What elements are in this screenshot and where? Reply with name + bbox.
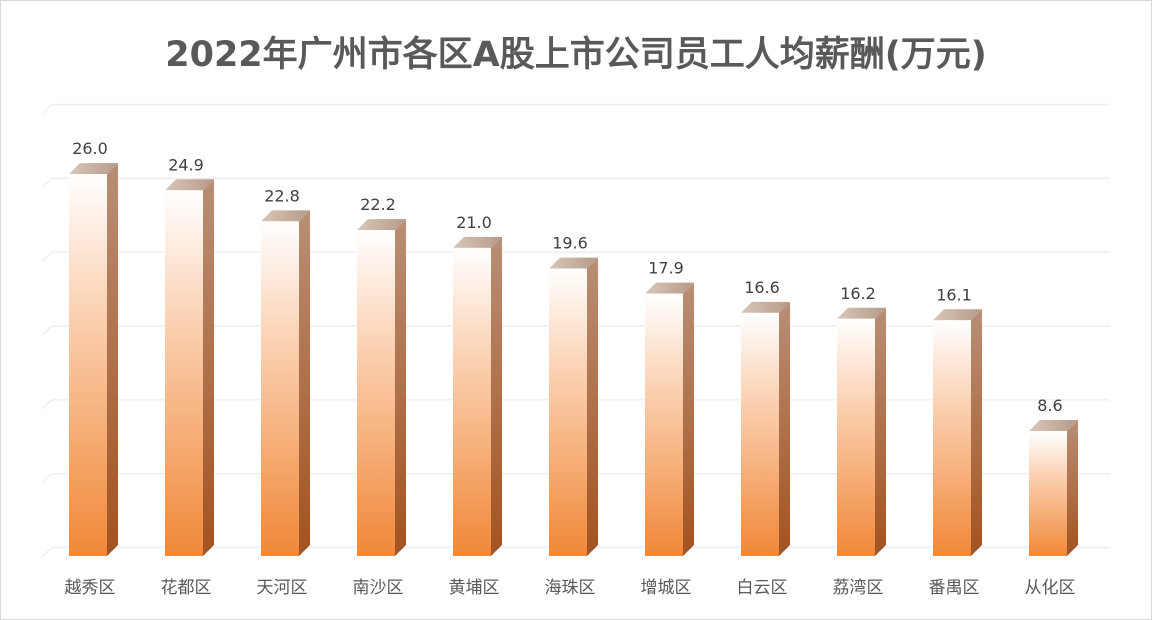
bar-side — [779, 301, 790, 556]
bar-front — [933, 320, 971, 556]
bar-side — [491, 236, 502, 556]
bar-5 — [549, 257, 598, 556]
bar-top — [549, 257, 598, 269]
bar-9 — [933, 309, 982, 556]
data-label: 22.2 — [360, 195, 396, 214]
bar-side — [203, 179, 214, 556]
bar-3 — [357, 219, 406, 556]
bars — [69, 163, 1078, 557]
bar-1 — [165, 179, 214, 556]
bar-front — [165, 190, 203, 556]
bar-front — [261, 221, 299, 556]
chart-title: 2022年广州市各区A股上市公司员工人均薪酬(万元) — [165, 35, 987, 75]
data-label: 22.8 — [264, 186, 300, 205]
bar-side — [107, 163, 118, 557]
category-label: 荔湾区 — [833, 578, 884, 598]
bar-10 — [1029, 420, 1078, 556]
data-label: 26.0 — [72, 139, 108, 158]
bar-front — [741, 312, 779, 556]
bar-front — [1029, 431, 1067, 556]
bar-7 — [741, 301, 790, 556]
data-label: 21.0 — [456, 213, 492, 232]
bar-top — [453, 236, 502, 248]
data-label: 17.9 — [648, 259, 684, 278]
bar-top — [261, 210, 310, 222]
bar-4 — [453, 236, 502, 556]
category-label: 白云区 — [737, 578, 788, 598]
bar-top — [741, 301, 790, 313]
bar-top — [165, 179, 214, 191]
bar-side — [875, 307, 886, 556]
bar-top — [933, 309, 982, 321]
bar-front — [549, 268, 587, 556]
data-labels: 26.0 24.9 22.8 22.2 21.0 19.6 17.9 16.6 16.2 16.1… — [72, 139, 1063, 415]
bar-front — [837, 318, 875, 556]
category-label: 增城区 — [641, 578, 692, 598]
category-label: 从化区 — [1025, 578, 1076, 598]
category-label: 越秀区 — [65, 578, 116, 598]
bar-side — [299, 210, 310, 556]
category-label: 花都区 — [161, 578, 212, 598]
data-label: 16.2 — [840, 284, 876, 303]
bar-top — [357, 219, 406, 231]
data-label: 16.6 — [744, 278, 780, 297]
bar-front — [645, 293, 683, 556]
data-label: 8.6 — [1037, 396, 1062, 415]
bar-front — [357, 230, 395, 556]
bar-0 — [69, 163, 118, 557]
data-label: 19.6 — [552, 234, 588, 253]
bar-8 — [837, 307, 886, 556]
bar-2 — [261, 210, 310, 556]
bar-side — [683, 282, 694, 556]
category-labels: 越秀区 花都区 天河区 南沙区 黄埔区 海珠区 增城区 白云区 荔湾区 番禺区 从化区 — [65, 578, 1076, 598]
gridline — [41, 103, 1110, 115]
category-label: 番禺区 — [929, 578, 980, 598]
category-label: 海珠区 — [545, 578, 596, 598]
bar-side — [1067, 420, 1078, 556]
gridline — [41, 251, 1110, 262]
bar-side — [971, 309, 982, 556]
bar-top — [69, 163, 118, 175]
bar-6 — [645, 282, 694, 556]
bar-front — [69, 174, 107, 557]
bar-side — [395, 219, 406, 556]
data-label: 24.9 — [168, 155, 204, 174]
bar-front — [453, 247, 491, 556]
category-label: 黄埔区 — [449, 578, 500, 598]
bar-top — [837, 307, 886, 319]
category-label: 天河区 — [257, 578, 308, 598]
data-label: 16.1 — [936, 285, 972, 304]
bar-side — [587, 257, 598, 556]
bar-top — [1029, 420, 1078, 432]
category-label: 南沙区 — [353, 578, 404, 598]
gridline — [41, 177, 1110, 188]
bar-top — [645, 282, 694, 294]
